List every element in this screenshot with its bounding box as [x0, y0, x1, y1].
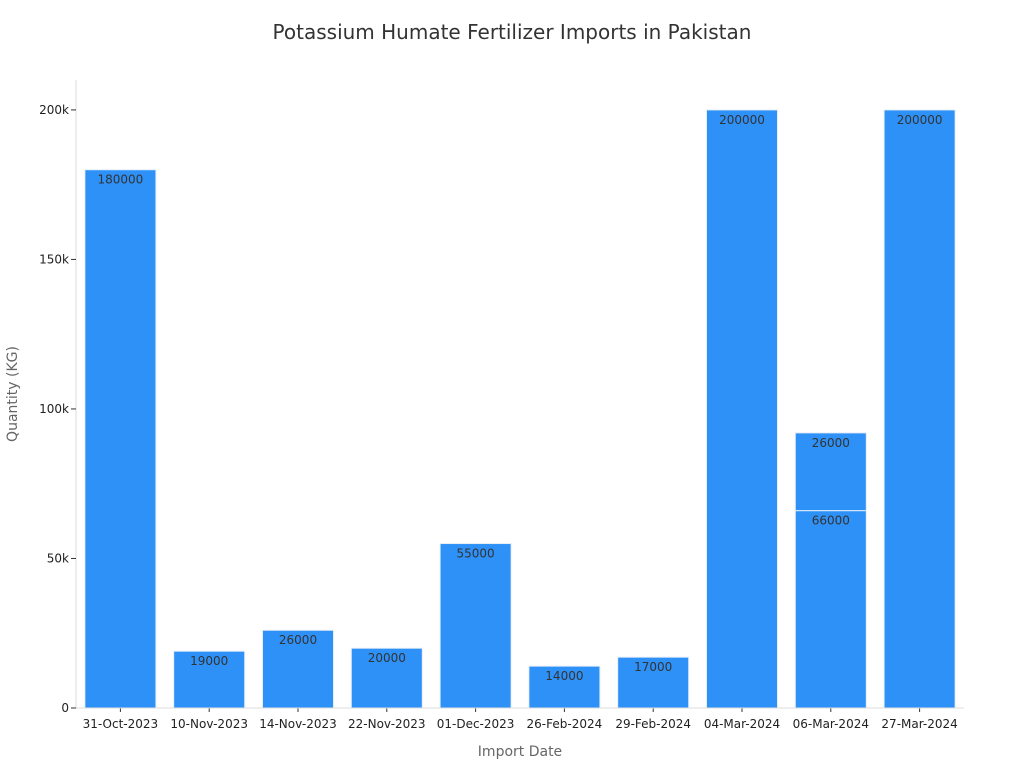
x-tick-label: 31-Oct-2023 — [83, 717, 159, 731]
x-tick-label: 26-Feb-2024 — [527, 717, 603, 731]
bar-value-label: 200000 — [719, 113, 765, 127]
bar-value-label: 200000 — [897, 113, 943, 127]
bar — [794, 432, 867, 512]
y-tick-label: 150k — [39, 252, 69, 266]
y-axis-label: Quantity (KG) — [5, 346, 21, 442]
bar — [439, 543, 512, 709]
bar — [261, 629, 335, 709]
y-tick-label: 200k — [39, 103, 69, 117]
y-tick-label: 100k — [39, 402, 69, 416]
bar — [705, 109, 779, 709]
bar-value-label: 14000 — [545, 669, 583, 683]
x-tick-label: 01-Dec-2023 — [437, 717, 515, 731]
x-tick-label: 29-Feb-2024 — [615, 717, 691, 731]
bar — [173, 650, 246, 709]
y-tick-label: 0 — [61, 701, 69, 715]
x-tick-label: 10-Nov-2023 — [170, 717, 248, 731]
chart-title: Potassium Humate Fertilizer Imports in P… — [272, 20, 752, 44]
x-axis-label: Import Date — [478, 744, 562, 760]
x-tick-label: 14-Nov-2023 — [259, 717, 337, 731]
x-tick-label: 06-Mar-2024 — [793, 717, 869, 731]
bar-value-label: 180000 — [97, 173, 143, 187]
bar-value-label: 26000 — [279, 633, 317, 647]
bar — [84, 169, 157, 709]
bar-value-label: 20000 — [368, 651, 406, 665]
x-tick-label: 27-Mar-2024 — [881, 717, 957, 731]
bar-value-label: 66000 — [812, 514, 850, 528]
y-tick-label: 50k — [47, 551, 69, 565]
axes-layer: 31-Oct-2023 10-Nov-2023 14-Nov-2023 22-Nov-… — [39, 80, 964, 731]
bar-value-label: 17000 — [634, 660, 672, 674]
x-tick-label: 04-Mar-2024 — [704, 717, 780, 731]
bar-value-label: 55000 — [457, 547, 495, 561]
bar-value-label: 19000 — [190, 654, 228, 668]
bar-value-label: 26000 — [812, 436, 850, 450]
bars-layer: 180000 19000 26000 20000 55000 14000 17000 2000… — [84, 109, 956, 709]
x-tick-label: 22-Nov-2023 — [348, 717, 426, 731]
bar — [794, 510, 867, 709]
bar — [350, 647, 423, 709]
bar — [883, 109, 956, 709]
